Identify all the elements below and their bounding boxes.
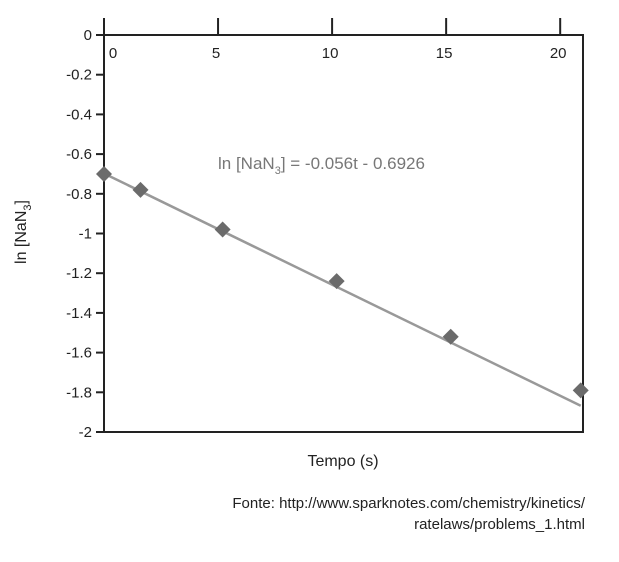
y-tick-label: -2 (79, 424, 92, 441)
y-tick-label: -1.2 (66, 265, 92, 282)
y-tick-label: -0.6 (66, 146, 92, 163)
data-point (214, 221, 231, 238)
trendline (103, 172, 582, 407)
equation-suffix: ] = -0.056t - 0.6926 (281, 154, 425, 173)
source-line-2: ratelaws/problems_1.html (414, 516, 585, 533)
data-points (96, 165, 589, 399)
source-line-1: Fonte: http://www.sparknotes.com/chemist… (232, 495, 585, 512)
data-point (96, 165, 112, 182)
equation-prefix: ln [NaN (218, 154, 275, 173)
x-tick-label: 10 (322, 45, 339, 62)
y-tick-label: -1 (79, 226, 92, 243)
x-tick-label: 20 (550, 45, 567, 62)
chart: 0 -0.2 -0.4 -0.6 -0.8 -1 -1.2 -1.4 -1.6 -1.8 -2 0 5 1… (13, 18, 589, 470)
data-point (132, 181, 149, 198)
y-tick-label: -1.6 (66, 345, 92, 362)
x-tick-label: 5 (212, 45, 220, 62)
y-tick-label: -0.4 (66, 106, 92, 123)
y-tick-label: 0 (84, 27, 92, 44)
y-tick-label: -0.8 (66, 186, 92, 203)
data-point (328, 273, 345, 290)
y-tick-label: -0.2 (66, 67, 92, 84)
equation-label: ln [NaN3] = -0.056t - 0.6926 (218, 154, 425, 177)
y-tick-label: -1.8 (66, 384, 92, 401)
source-credit: Fonte: http://www.sparknotes.com/chemist… (65, 493, 585, 535)
x-tick-label: 0 (109, 45, 117, 62)
x-tick-label: 15 (436, 45, 453, 62)
y-axis-title: ln [NaN3] (13, 200, 34, 264)
y-axis-title-subscript: 3 (22, 204, 34, 210)
axes: 0 -0.2 -0.4 -0.6 -0.8 -1 -1.2 -1.4 -1.6 -1.8 -2 0 5 1… (66, 18, 584, 441)
x-axis-title: Tempo (s) (307, 453, 378, 470)
trendline-group (103, 172, 582, 407)
equation-subscript: 3 (275, 165, 281, 177)
y-axis-title-main: ln [NaN (13, 211, 30, 264)
y-tick-label: -1.4 (66, 305, 92, 322)
data-point (572, 382, 589, 399)
data-point (442, 328, 459, 345)
y-axis-title-end: ] (13, 200, 30, 204)
